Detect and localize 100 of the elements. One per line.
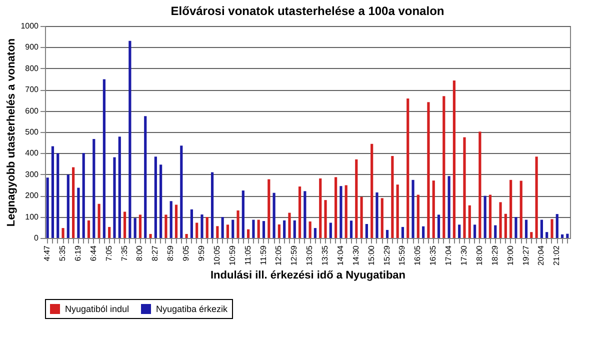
x-tick-label: 18:00 [474,244,484,266]
bar [216,226,219,238]
x-tick-label: 6:44 [88,244,98,262]
bar [252,220,255,238]
bar [288,212,291,238]
bar [108,226,111,238]
y-tick-label: 600 [25,106,40,116]
y-tick-label: 700 [25,85,40,94]
bar [499,202,502,238]
bar [566,234,569,238]
bar [550,219,554,238]
bar [87,220,90,238]
x-tick-label: 10:05 [212,244,222,266]
x-tick-label: 16:35 [428,244,438,266]
x-tick-label: 15:00 [366,244,376,266]
x-tick-label: 12:05 [274,244,284,266]
bar [401,226,404,238]
y-tick-label: 300 [25,170,40,179]
bar [200,214,204,238]
x-tick-label: 15:29 [382,244,392,266]
x-tick-label: 17:04 [444,244,454,266]
legend-label: Nyugatiba érkezik [156,304,228,314]
bar [355,159,358,238]
y-tick-label: 500 [25,128,40,136]
x-tick-label: 4:47 [42,244,52,262]
bar [484,196,486,238]
x-tick-label: 20:04 [536,244,546,266]
x-tick-label: 13:05 [305,244,314,266]
bar [412,180,414,238]
bar [77,188,80,238]
bar [92,138,96,238]
bar [180,146,183,238]
bar [478,132,482,238]
bar [257,220,260,238]
x-tick-label: 13:35 [320,244,330,266]
bar [72,167,75,238]
bar [458,224,461,238]
bar [293,220,296,238]
bar [452,80,456,238]
bar [174,204,178,238]
bar [524,220,528,238]
bar [340,186,342,238]
bar [530,232,533,238]
bar [406,98,410,238]
bar [396,184,399,238]
y-axis-title: Legnagyobb utasterhelés a vonaton [6,38,18,227]
bar [463,137,466,238]
x-tick-label: 11:59 [258,244,268,265]
bar [144,116,147,238]
bar [370,144,374,238]
bar [386,230,389,238]
bar [556,214,558,238]
bar [113,157,116,238]
bar [242,190,244,238]
y-tick-label: 900 [25,42,40,52]
bar [365,224,368,238]
bar [149,234,152,238]
bar [380,198,384,238]
x-tick-label: 14:04 [336,244,345,266]
bar [272,192,276,238]
bar [236,210,240,238]
bar [442,96,446,238]
bar [226,224,230,238]
x-tick-label: 15:59 [398,244,407,266]
x-tick-label: 10:59 [228,244,237,266]
bar [510,180,512,238]
bar [304,191,306,238]
x-tick-label: 12:59 [290,244,299,266]
bar [56,153,60,238]
bar [62,228,64,238]
x-tick-label: 8:27 [150,244,160,262]
bar [98,204,100,238]
x-tick-label: 5:35 [58,244,68,262]
bar [535,156,538,238]
bar [324,200,327,238]
legend-label: Nyugatiból indul [65,304,130,314]
bar [190,209,193,238]
chart-title: Elővárosi vonatok utasterhelése a 100a vonalon [170,4,444,18]
bar [314,228,317,238]
x-axis-title: Indulási ill. érkezési idő a Nyugatiban [210,270,406,282]
bar [422,226,425,238]
bar [128,40,132,238]
y-tick-label: 100 [25,212,40,222]
bar [546,232,548,238]
bar [210,172,214,238]
bar [196,222,198,238]
bar [206,217,208,238]
bar [494,225,497,238]
x-tick-label: 6:19 [73,244,82,262]
bar [232,220,234,238]
bar [432,180,435,238]
bar [473,224,476,238]
bar [278,224,280,238]
bar [134,218,136,238]
y-tick-label: 200 [25,191,40,200]
x-tick-label: 19:00 [506,244,515,266]
bar [170,201,172,238]
bar [468,205,471,238]
bar [118,136,121,238]
x-tick-label: 16:05 [413,244,422,266]
